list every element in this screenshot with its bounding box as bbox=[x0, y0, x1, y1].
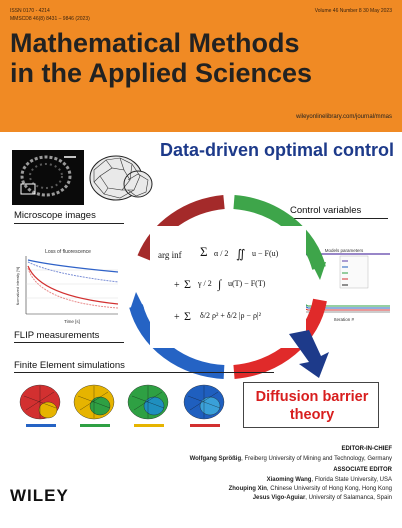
flip-plot-title: Loss of fluorescence bbox=[45, 249, 91, 255]
journal-title: Mathematical Methods in the Applied Scie… bbox=[10, 28, 390, 88]
label-flip-measurements: FLIP measurements bbox=[14, 330, 100, 341]
cycle-arc-blue bbox=[129, 304, 225, 379]
cycle-arc-green bbox=[233, 195, 326, 270]
control-plot-xlabel: Iteration # bbox=[334, 317, 355, 322]
editor-in-chief-heading: EDITOR-IN-CHIEF bbox=[341, 446, 392, 452]
svg-text:+: + bbox=[174, 280, 180, 291]
associate-editor-affiliation: , Chinese University of Hong Kong, Hong … bbox=[266, 486, 392, 492]
editor-in-chief-name: Wolfgang Sprößig bbox=[189, 456, 242, 462]
result-text-line-2: theory bbox=[289, 407, 335, 423]
result-text-line-1: Diffusion barrier bbox=[255, 389, 369, 405]
journal-url: wileyonlinelibrary.com/journal/mmas bbox=[296, 114, 392, 120]
journal-title-line-2: in the Applied Sciences bbox=[10, 58, 313, 88]
optimization-formula: arg inf Σ α / 2 ∬ u − F(u) + Σ γ / 2 ∫ u… bbox=[158, 244, 279, 323]
svg-text:δ/2 ρ² + δ/2 |ρ − ρ|²: δ/2 ρ² + δ/2 |ρ − ρ|² bbox=[200, 311, 262, 320]
flip-measurements-plot: Loss of fluorescence Time [s] Normalized… bbox=[14, 246, 122, 326]
associate-editor-name: Xiaoming Wang bbox=[266, 477, 312, 483]
result-text: Diffusion barrier theory bbox=[244, 388, 380, 424]
svg-text:u(T) − F(T): u(T) − F(T) bbox=[228, 279, 266, 288]
svg-text:Σ: Σ bbox=[184, 277, 191, 291]
divider-finite-element bbox=[14, 372, 274, 373]
divider-microscope bbox=[14, 223, 124, 224]
flip-plot-xlabel: Time [s] bbox=[64, 319, 80, 324]
label-control-variables: Control variables bbox=[290, 205, 362, 216]
wiley-logo: WILEY bbox=[10, 486, 69, 505]
svg-text:+: + bbox=[174, 312, 180, 323]
journal-title-line-1: Mathematical Methods bbox=[10, 28, 300, 58]
divider-flip bbox=[14, 342, 124, 343]
result-box: Diffusion barrier theory bbox=[243, 382, 379, 428]
result-arrow bbox=[289, 330, 329, 378]
svg-text:γ / 2: γ / 2 bbox=[197, 279, 212, 288]
svg-text:Σ: Σ bbox=[184, 309, 191, 323]
cover-header-band: ISSN 0170 - 4214 MMSCD8 46(8) 8431 – 984… bbox=[0, 0, 402, 132]
svg-text:∬: ∬ bbox=[236, 247, 245, 261]
optimization-cycle-diagram: arg inf Σ α / 2 ∬ u − F(u) + Σ γ / 2 ∫ u… bbox=[129, 195, 327, 379]
associate-editor-name: Zhouping Xin bbox=[228, 486, 267, 492]
cycle-arc-dark-red bbox=[137, 195, 225, 261]
cycle-arc-red bbox=[233, 298, 327, 379]
associate-editor-line: Xiaoming Wang, Florida State University,… bbox=[267, 477, 392, 483]
associate-editor-line: Jesus Vigo-Aguiar, University of Salaman… bbox=[253, 495, 392, 501]
svg-text:u − F(u): u − F(u) bbox=[252, 249, 279, 258]
label-finite-element-simulations: Finite Element simulations bbox=[14, 360, 125, 371]
svg-text:∫: ∫ bbox=[217, 277, 222, 291]
flip-plot-ylabel: Normalized intensity [%] bbox=[16, 267, 20, 306]
editor-in-chief-affiliation: , Freiberg University of Mining and Tech… bbox=[241, 456, 392, 462]
associate-editor-line: Zhouping Xin, Chinese University of Hong… bbox=[229, 486, 392, 492]
associate-editor-heading: ASSOCIATE EDITOR bbox=[333, 467, 392, 473]
label-microscope-images: Microscope images bbox=[14, 210, 96, 221]
divider-control bbox=[288, 218, 388, 219]
finite-element-mesh-row bbox=[19, 384, 225, 427]
associate-editor-affiliation: , University of Salamanca, Spain bbox=[305, 495, 392, 501]
editor-in-chief-line: Wolfgang Sprößig, Freiberg University of… bbox=[190, 456, 392, 462]
microscope-image-cell bbox=[12, 150, 84, 205]
volume-info: Volume 46 Number 8 30 May 2023 bbox=[314, 8, 392, 14]
issn-print: ISSN 0170 - 4214 bbox=[10, 8, 50, 14]
cover-headline: Data-driven optimal control bbox=[160, 140, 395, 160]
issn-online: MMSCD8 46(8) 8431 – 9846 (2023) bbox=[10, 16, 90, 22]
associate-editor-affiliation: , Florida State University, USA bbox=[311, 477, 392, 483]
svg-text:Σ: Σ bbox=[200, 244, 208, 259]
associate-editor-name: Jesus Vigo-Aguiar bbox=[252, 495, 306, 501]
svg-text:α / 2: α / 2 bbox=[214, 249, 228, 258]
control-plot-legend-title: Models parameters bbox=[325, 248, 364, 253]
svg-text:arg inf: arg inf bbox=[158, 250, 182, 260]
microscope-mesh-image bbox=[89, 155, 153, 201]
